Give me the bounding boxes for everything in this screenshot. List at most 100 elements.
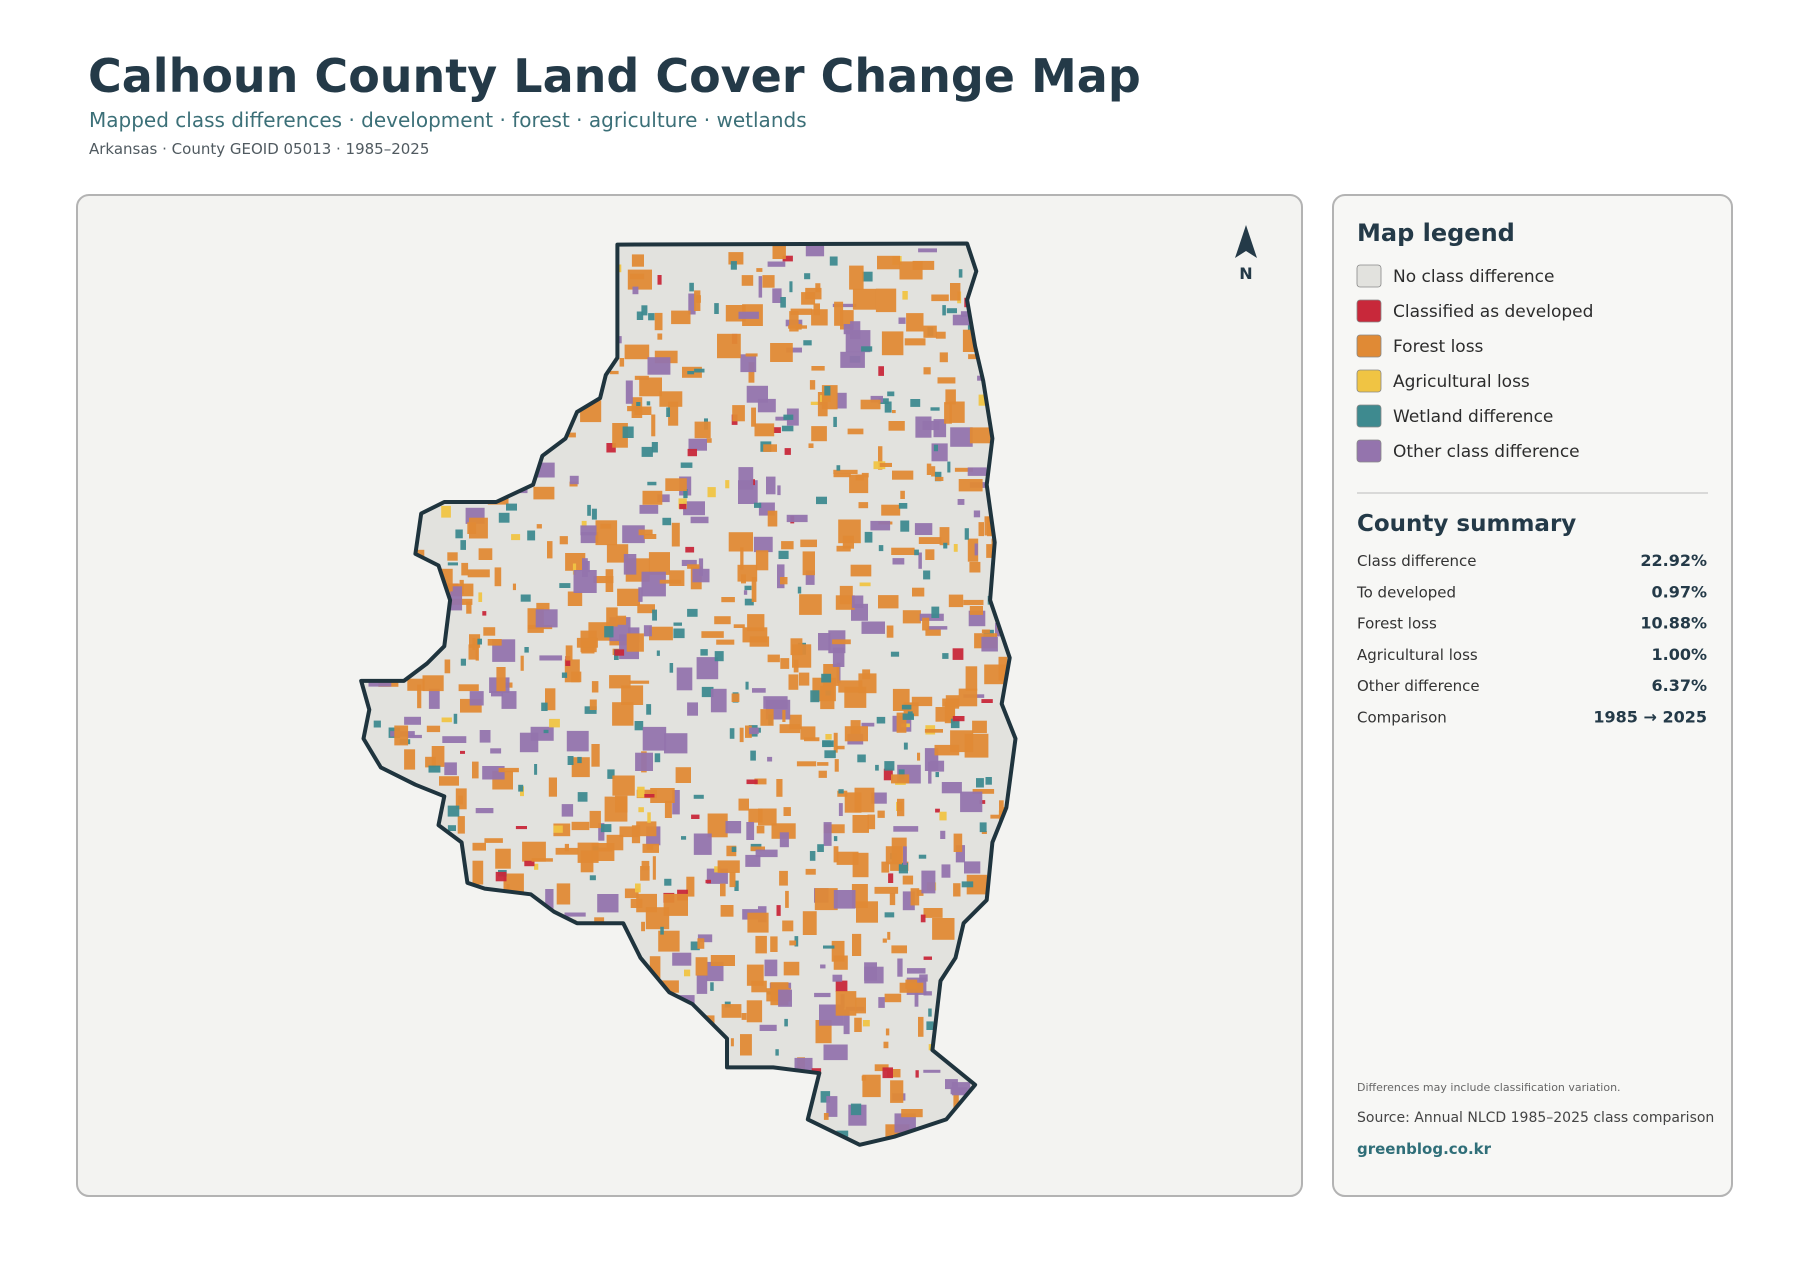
patch	[721, 1004, 742, 1018]
patch	[859, 582, 871, 587]
patch	[798, 672, 810, 686]
patch	[985, 777, 992, 785]
patch	[467, 569, 490, 578]
summary-label: Agricultural loss	[1357, 646, 1478, 664]
patch	[453, 713, 458, 724]
patch	[885, 1028, 890, 1036]
patch	[788, 674, 799, 690]
patch	[966, 874, 987, 895]
patch	[714, 866, 721, 873]
patch	[646, 401, 651, 406]
patch	[763, 696, 788, 709]
patch	[687, 371, 695, 375]
patch	[622, 426, 634, 438]
patch	[820, 964, 826, 969]
patch	[833, 473, 851, 478]
patch	[875, 764, 879, 771]
patch	[577, 792, 588, 802]
patch	[931, 606, 940, 618]
patch	[867, 814, 876, 830]
patch	[646, 704, 652, 715]
patch	[789, 940, 797, 946]
patch	[814, 888, 838, 911]
summary-value: 6.37%	[1651, 676, 1707, 695]
patch	[535, 609, 558, 628]
summary-value: 10.88%	[1640, 614, 1707, 633]
patch	[573, 570, 597, 593]
patch	[984, 664, 1006, 685]
patch	[591, 681, 599, 693]
patch	[782, 709, 786, 722]
patch	[447, 805, 460, 817]
patch	[468, 644, 478, 660]
patch	[642, 843, 659, 853]
patch	[593, 576, 614, 584]
patch	[460, 750, 465, 754]
patch	[641, 921, 645, 932]
patch	[754, 502, 762, 508]
patch	[645, 907, 670, 930]
patch	[740, 547, 744, 570]
site-link[interactable]: greenblog.co.kr	[1357, 1140, 1492, 1158]
patch	[641, 305, 648, 316]
patch	[428, 765, 441, 773]
patch	[643, 534, 657, 539]
patch	[696, 975, 708, 994]
patch	[817, 844, 824, 852]
patch	[749, 727, 759, 735]
patch	[447, 562, 458, 566]
patch	[422, 675, 444, 692]
patch	[696, 657, 719, 680]
patch	[852, 933, 862, 956]
patch	[710, 955, 735, 966]
patch	[649, 956, 661, 978]
patch	[957, 499, 965, 505]
patch	[930, 407, 940, 411]
patch	[697, 938, 705, 949]
patch	[823, 1044, 848, 1061]
patch	[764, 959, 778, 977]
patch	[915, 416, 932, 438]
patch	[822, 742, 833, 746]
summary-value: 0.97%	[1651, 582, 1707, 601]
patch	[732, 405, 745, 422]
patch	[657, 333, 663, 340]
patch	[897, 958, 903, 977]
patch	[664, 733, 688, 754]
patch	[678, 498, 687, 509]
patch	[953, 544, 958, 552]
patch	[561, 804, 574, 817]
patch	[965, 666, 978, 691]
patch	[972, 789, 995, 794]
patch	[688, 438, 707, 451]
patch	[746, 385, 768, 403]
patch	[851, 595, 864, 608]
summary-label: Forest loss	[1357, 615, 1437, 633]
patch	[933, 419, 947, 438]
patch	[797, 586, 802, 594]
patch	[969, 606, 983, 615]
patch	[817, 762, 829, 766]
patch	[710, 982, 714, 991]
patch	[472, 761, 479, 779]
patch	[967, 538, 979, 562]
patch	[527, 530, 536, 541]
patch	[683, 489, 688, 499]
patch	[647, 481, 657, 486]
patch	[639, 504, 659, 514]
patch	[431, 746, 445, 767]
patch	[780, 658, 790, 669]
patch	[887, 931, 891, 940]
patch	[626, 633, 644, 652]
patch	[935, 707, 956, 722]
patch	[952, 648, 964, 660]
patch	[767, 510, 778, 527]
patch	[767, 756, 773, 762]
patch	[720, 905, 734, 917]
patch	[559, 536, 568, 545]
patch	[892, 470, 914, 480]
patch	[826, 1096, 838, 1117]
patch	[825, 734, 832, 740]
